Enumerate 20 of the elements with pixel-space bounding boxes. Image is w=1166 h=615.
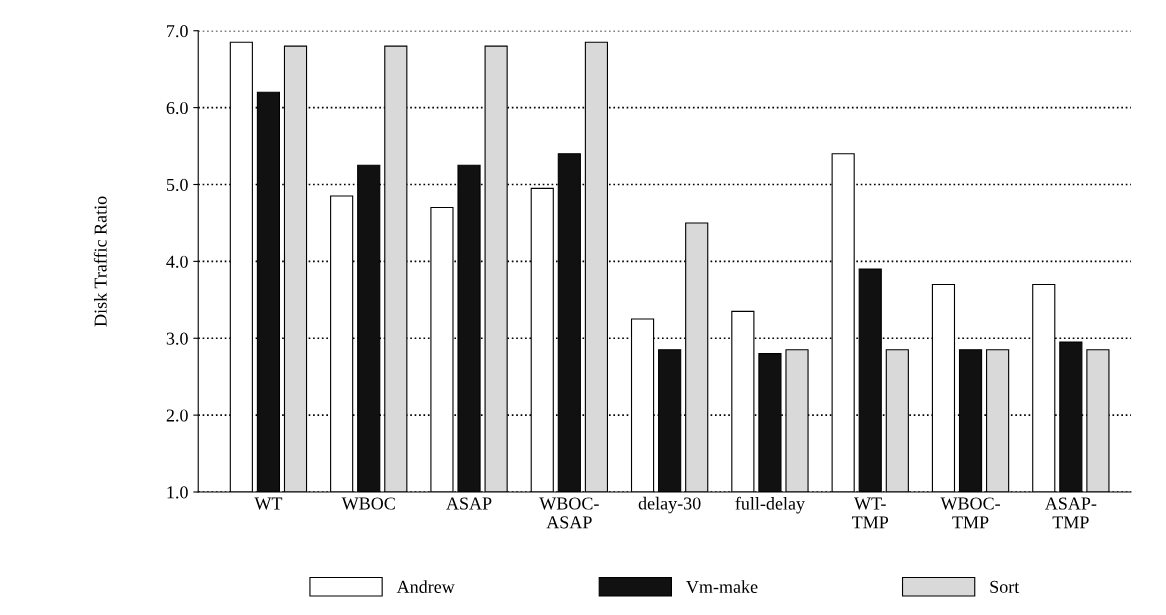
x-tick-label: WBOC- ASAP: [539, 497, 599, 529]
x-tick-label: delay-30: [638, 496, 701, 514]
y-tick-label: 2.0: [166, 409, 188, 422]
x-tick-label: WT- TMP: [852, 497, 889, 529]
y-tick-label: 1.0: [167, 486, 188, 499]
y-tick-label: 5.0: [166, 178, 188, 192]
x-tick-label: full-delay: [735, 496, 805, 514]
legend-label: Andrew: [396, 580, 455, 593]
y-tick-label: 3.0: [166, 332, 188, 345]
y-tick-label: 4.0: [166, 255, 188, 268]
x-tick-label: ASAP: [446, 497, 492, 510]
legend-label: Vm-make: [686, 580, 758, 594]
legend-label: Sort: [990, 580, 1020, 593]
y-tick-label: 6.0: [166, 101, 188, 115]
x-tick-label: WT: [254, 497, 283, 510]
y-tick-label: 7.0: [167, 25, 188, 38]
x-tick-label: WBOC- TMP: [940, 497, 1000, 529]
x-tick-label: WBOC: [341, 497, 395, 510]
y-axis-title: Disk Traffic Ratio: [93, 196, 107, 327]
x-tick-label: ASAP- TMP: [1044, 497, 1097, 529]
